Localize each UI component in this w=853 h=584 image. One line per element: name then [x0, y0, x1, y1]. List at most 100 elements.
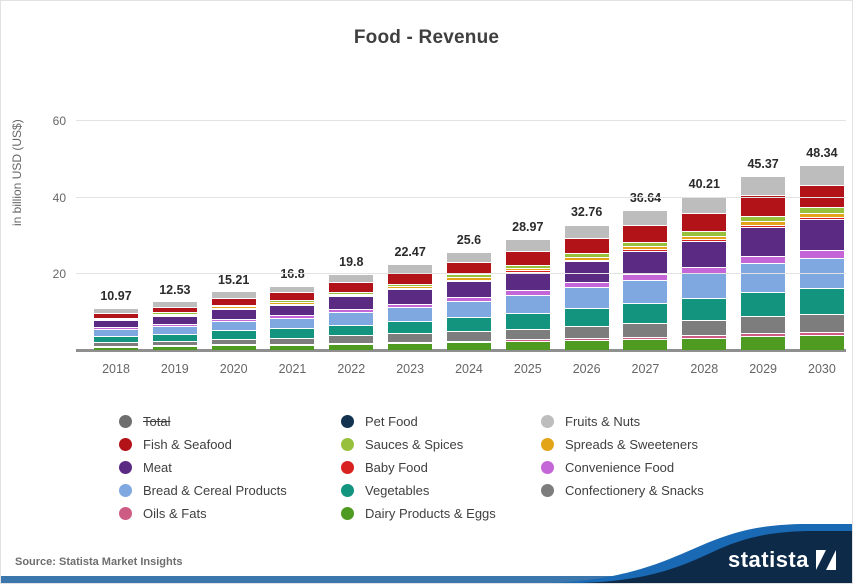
bar-segment[interactable] — [446, 262, 491, 275]
bar-segment[interactable] — [682, 241, 727, 268]
bar-segment[interactable] — [623, 209, 668, 225]
bar-2028[interactable] — [682, 196, 727, 350]
bar-segment[interactable] — [623, 338, 668, 350]
bar-segment[interactable] — [329, 312, 374, 325]
bar-segment[interactable] — [799, 165, 844, 185]
bar-segment[interactable] — [741, 225, 786, 228]
bar-segment[interactable] — [388, 321, 433, 334]
bar-segment[interactable] — [623, 274, 668, 280]
bar-segment[interactable] — [623, 250, 668, 275]
bar-segment[interactable] — [446, 280, 491, 298]
bar-segment[interactable] — [152, 301, 197, 307]
bar-segment[interactable] — [94, 312, 138, 318]
bar-segment[interactable] — [211, 307, 256, 309]
bar-segment[interactable] — [94, 317, 138, 319]
bar-segment[interactable] — [623, 245, 668, 250]
bar-segment[interactable] — [329, 282, 374, 292]
bar-segment[interactable] — [682, 267, 727, 274]
bar-2030[interactable] — [799, 165, 844, 350]
bar-segment[interactable] — [741, 216, 786, 222]
legend-item-spreads-sweeteners[interactable]: Spreads & Sweeteners — [541, 433, 771, 456]
bar-segment[interactable] — [682, 273, 727, 299]
bar-segment[interactable] — [152, 346, 197, 350]
bar-segment[interactable] — [799, 184, 844, 208]
bar-segment[interactable] — [329, 335, 374, 343]
bar-segment[interactable] — [799, 217, 844, 220]
bar-segment[interactable] — [682, 196, 727, 213]
bar-segment[interactable] — [152, 313, 197, 315]
bar-segment[interactable] — [388, 283, 433, 287]
bar-2029[interactable] — [741, 176, 786, 350]
bar-segment[interactable] — [270, 285, 315, 293]
bar-segment[interactable] — [505, 312, 550, 329]
bar-2022[interactable] — [329, 274, 374, 350]
bar-segment[interactable] — [446, 331, 491, 341]
legend-item-baby-food[interactable]: Baby Food — [341, 456, 541, 479]
bar-segment[interactable] — [623, 241, 668, 246]
bar-segment[interactable] — [329, 342, 374, 344]
bar-segment[interactable] — [741, 221, 786, 226]
bar-segment[interactable] — [94, 335, 138, 342]
bar-segment[interactable] — [152, 345, 197, 347]
bar-segment[interactable] — [623, 249, 668, 251]
bar-segment[interactable] — [446, 340, 491, 343]
bar-segment[interactable] — [446, 317, 491, 332]
bar-segment[interactable] — [741, 256, 786, 264]
bar-segment[interactable] — [564, 338, 609, 340]
bar-segment[interactable] — [211, 297, 256, 305]
bar-segment[interactable] — [388, 289, 433, 304]
bar-segment[interactable] — [270, 303, 315, 305]
bar-segment[interactable] — [564, 224, 609, 238]
legend-item-dairy-products-eggs[interactable]: Dairy Products & Eggs — [341, 502, 541, 525]
bar-segment[interactable] — [682, 239, 727, 242]
bar-segment[interactable] — [211, 304, 256, 307]
legend-item-sauces-spices[interactable]: Sauces & Spices — [341, 433, 541, 456]
bar-segment[interactable] — [564, 253, 609, 257]
bar-segment[interactable] — [152, 306, 197, 313]
bar-segment[interactable] — [682, 335, 727, 338]
bar-segment[interactable] — [505, 267, 550, 271]
bar-segment[interactable] — [211, 344, 256, 346]
bar-segment[interactable] — [446, 279, 491, 281]
bar-segment[interactable] — [799, 314, 844, 333]
bar-segment[interactable] — [388, 307, 433, 322]
bar-segment[interactable] — [799, 332, 844, 336]
bar-segment[interactable] — [94, 346, 138, 350]
bar-segment[interactable] — [446, 274, 491, 278]
bar-segment[interactable] — [446, 301, 491, 318]
bar-segment[interactable] — [94, 319, 138, 328]
bar-segment[interactable] — [564, 256, 609, 260]
bar-segment[interactable] — [623, 279, 668, 303]
bar-segment[interactable] — [211, 338, 256, 345]
bar-segment[interactable] — [94, 341, 138, 346]
bar-segment[interactable] — [799, 287, 844, 315]
bar-segment[interactable] — [388, 333, 433, 342]
bar-segment[interactable] — [505, 270, 550, 272]
legend-item-oils-fats[interactable]: Oils & Fats — [119, 502, 341, 525]
bar-segment[interactable] — [505, 339, 550, 342]
bar-2025[interactable] — [505, 239, 550, 350]
legend-item-total[interactable]: Total — [119, 410, 341, 433]
bar-segment[interactable] — [564, 282, 609, 288]
legend-item-fish-seafood[interactable]: Fish & Seafood — [119, 433, 341, 456]
bar-segment[interactable] — [564, 261, 609, 283]
bar-segment[interactable] — [682, 235, 727, 240]
bar-2024[interactable] — [446, 251, 491, 350]
bar-segment[interactable] — [152, 325, 197, 334]
bar-segment[interactable] — [152, 315, 197, 324]
bar-segment[interactable] — [799, 257, 844, 288]
bar-segment[interactable] — [623, 336, 668, 339]
bar-segment[interactable] — [329, 309, 374, 313]
bar-segment[interactable] — [388, 303, 433, 308]
bar-segment[interactable] — [505, 341, 550, 350]
bar-segment[interactable] — [564, 307, 609, 326]
bar-segment[interactable] — [682, 298, 727, 321]
bar-2026[interactable] — [564, 224, 609, 350]
legend-item-confectionery-snacks[interactable]: Confectionery & Snacks — [541, 479, 771, 502]
legend-item-convenience-food[interactable]: Convenience Food — [541, 456, 771, 479]
bar-segment[interactable] — [799, 207, 844, 213]
bar-segment[interactable] — [623, 322, 668, 337]
bar-segment[interactable] — [329, 343, 374, 350]
bar-segment[interactable] — [505, 328, 550, 340]
legend-item-pet-food[interactable]: Pet Food — [341, 410, 541, 433]
